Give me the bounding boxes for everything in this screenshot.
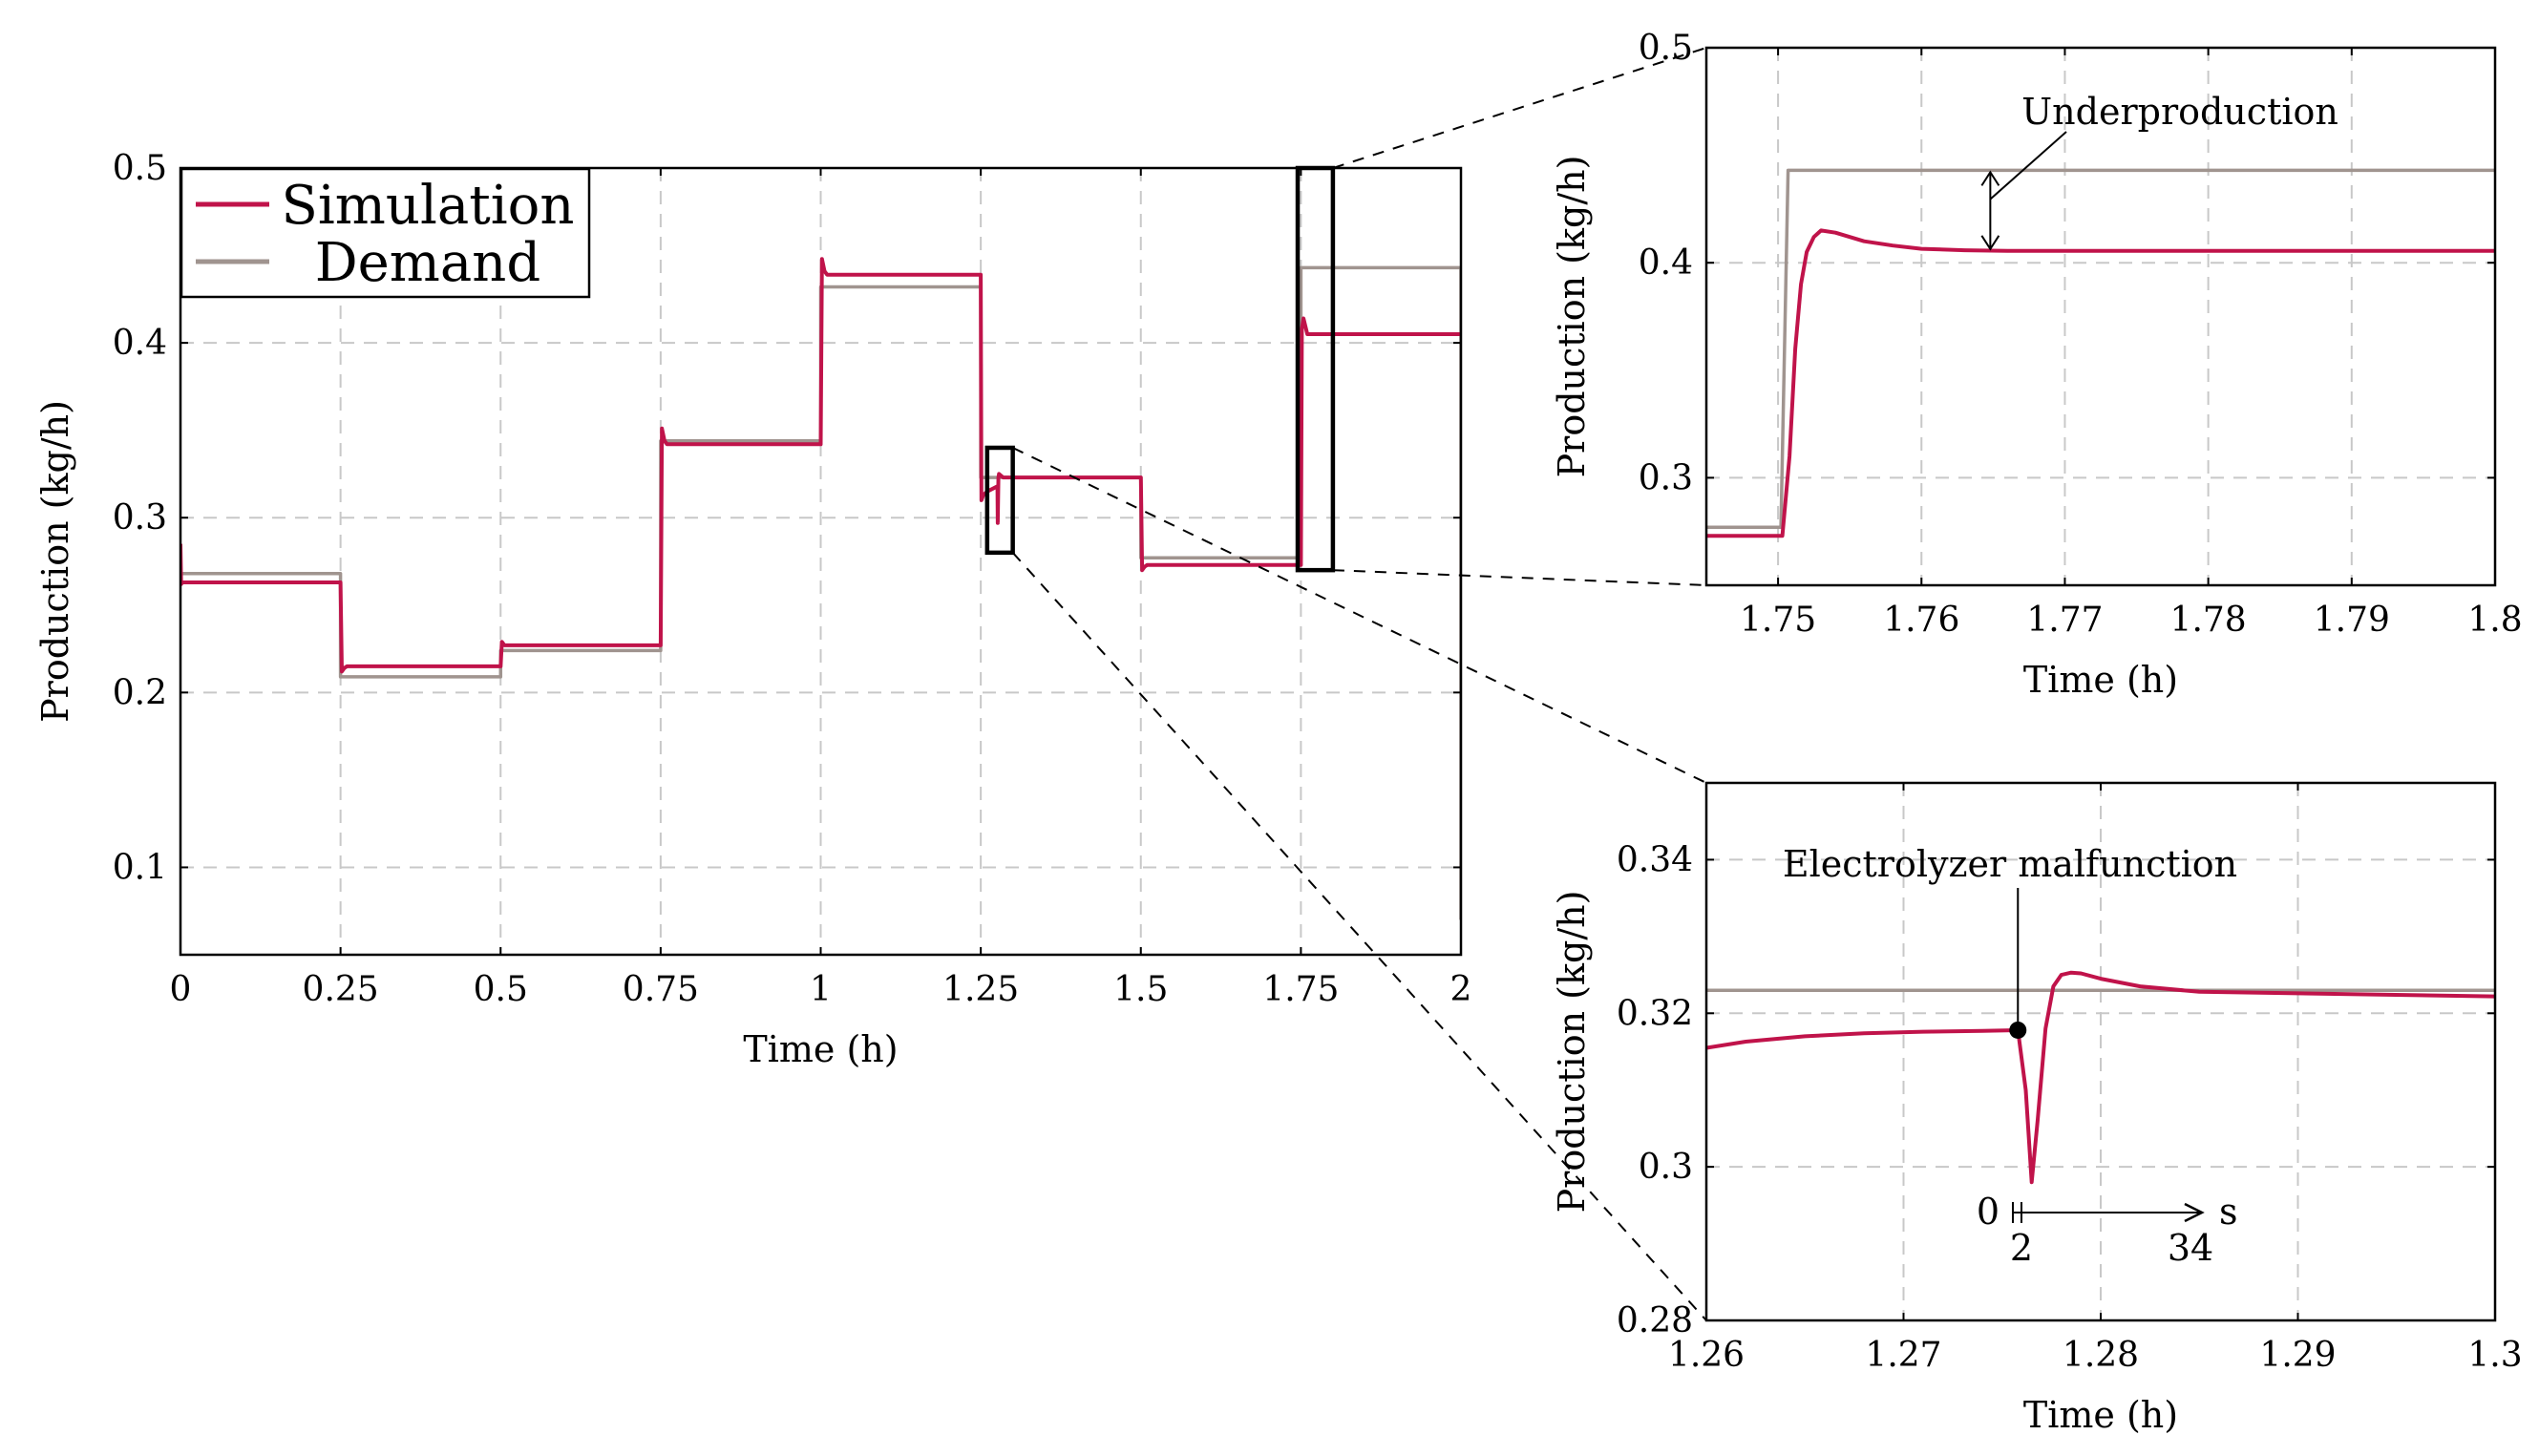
underproduction-label: Underproduction — [2021, 91, 2338, 133]
y-tick-label: 0.2 — [113, 673, 167, 712]
legend-label-demand: Demand — [315, 232, 540, 294]
plot-frame — [1704, 46, 2497, 587]
x-tick-label: 1.5 — [1113, 970, 1168, 1009]
x-tick-label: 1.25 — [942, 970, 1019, 1009]
y-tick-label: 0.32 — [1617, 994, 1693, 1033]
arrow-head — [1980, 170, 2000, 186]
x-tick-label: 0.5 — [474, 970, 528, 1009]
legend-label-simulation: Simulation — [282, 175, 575, 237]
connector-line — [1332, 569, 1707, 586]
y-axis-label: Production (kg/h) — [1551, 891, 1593, 1213]
main-chart: 0 0.25 0.5 0.75 1 1.25 1.5 1.75 2 0.1 0.2 0.3 0.4 0.5… — [34, 149, 1471, 1070]
y-tick-label: 0.4 — [113, 324, 167, 363]
series-line-simulation — [1706, 228, 2495, 538]
x-tick-label: 1.28 — [2063, 1336, 2139, 1375]
time-scale-start: 0 — [1977, 1191, 1999, 1233]
time-scale: 02 34s — [1977, 1191, 2238, 1269]
x-axis-label: Time (h) — [743, 1028, 898, 1070]
x-tick-label: 1.29 — [2259, 1336, 2336, 1375]
x-tick-label: 1.76 — [1883, 601, 1959, 640]
x-tick-label: 1.75 — [1262, 970, 1339, 1009]
time-scale-arrow — [2184, 1202, 2205, 1223]
y-tick-label: 0.34 — [1617, 840, 1693, 879]
y-tick-label: 0.3 — [113, 498, 167, 538]
legend-box — [180, 167, 591, 299]
series-line-simulation — [1706, 970, 2495, 1185]
time-scale-end: 34 — [2168, 1227, 2213, 1269]
y-axis-label: Production (kg/h) — [1551, 156, 1593, 478]
x-tick-label: 1 — [810, 970, 832, 1009]
x-axis-label: Time (h) — [2023, 659, 2178, 701]
time-scale-mark: 2 — [2010, 1227, 2033, 1269]
y-tick-label: 0.4 — [1639, 243, 1693, 283]
y-axis-label: Production (kg/h) — [34, 400, 76, 723]
x-tick-label: 1.8 — [2467, 601, 2522, 640]
y-tick-label: 0.3 — [1639, 1148, 1693, 1187]
annotation-leader — [1989, 131, 2067, 200]
zoom-connectors — [1011, 47, 1707, 1321]
y-tick-label: 0.3 — [1639, 458, 1693, 497]
y-tick-label: 0.28 — [1617, 1301, 1693, 1340]
y-tick-label: 0.5 — [113, 149, 167, 188]
connector-line — [1332, 47, 1707, 169]
zoom-box — [1295, 165, 1336, 573]
x-tick-label: 1.75 — [1740, 601, 1816, 640]
x-tick-label: 1.3 — [2467, 1336, 2522, 1375]
y-tick-label: 0.5 — [1639, 29, 1693, 68]
x-axis-label: Time (h) — [2023, 1394, 2178, 1436]
zoom-box — [984, 445, 1015, 556]
x-tick-label: 1.26 — [1668, 1336, 1745, 1375]
x-tick-label: 0.75 — [623, 970, 699, 1009]
y-tick-label: 0.1 — [113, 848, 167, 887]
x-tick-label: 0.25 — [303, 970, 379, 1009]
malfunction-label: Electrolyzer malfunction — [1783, 843, 2237, 885]
connector-line — [1012, 447, 1707, 784]
zoom-top-chart: 1.75 1.76 1.77 1.78 1.79 1.8 0.3 0.4 0.5 Time (h)… — [1551, 29, 2523, 701]
x-tick-label: 1.79 — [2314, 601, 2390, 640]
arrow-head — [1980, 235, 2000, 251]
series-line-demand — [1706, 168, 2495, 529]
malfunction-marker — [2009, 1021, 2027, 1039]
x-tick-label: 2 — [1450, 970, 1472, 1009]
zoom-bottom-chart: 1.26 1.27 1.28 1.29 1.3 0.28 0.3 0.32 0.34 Time (… — [1551, 781, 2523, 1436]
x-tick-label: 1.78 — [2170, 601, 2247, 640]
series-line-simulation — [180, 257, 1461, 674]
x-tick-label: 1.27 — [1865, 1336, 1941, 1375]
connector-line — [1011, 552, 1707, 1321]
x-tick-label: 0 — [170, 970, 192, 1009]
time-scale-unit: s — [2219, 1191, 2238, 1233]
x-tick-label: 1.77 — [2026, 601, 2103, 640]
